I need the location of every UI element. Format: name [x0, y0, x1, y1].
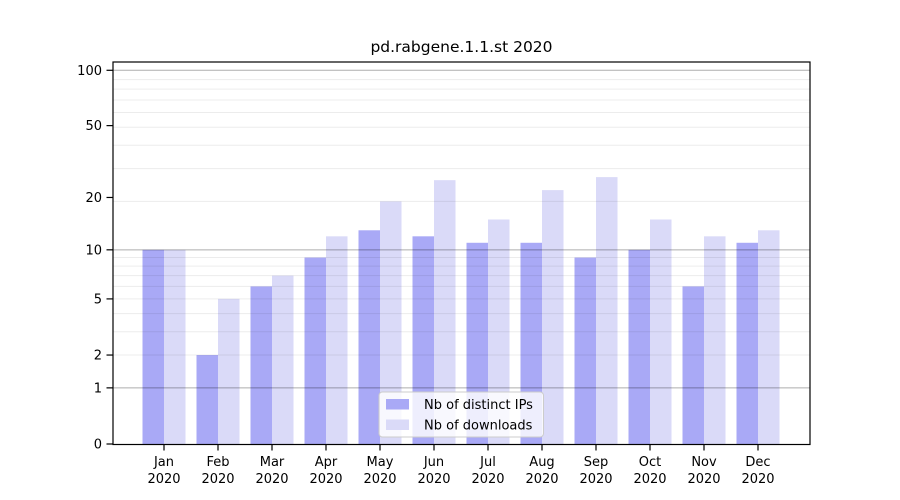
x-tick-label-month-mar: Mar: [260, 455, 285, 470]
axes-layer: 1005020105210Jan2020Feb2020Mar2020Apr202…: [77, 64, 774, 487]
y-tick-label-5: 5: [94, 292, 102, 307]
bar-downloads-nov: [704, 236, 726, 444]
bar-distinct-ips-nov: [682, 286, 704, 444]
bar-downloads-jan: [164, 249, 186, 444]
x-tick-label-year-oct: 2020: [633, 472, 666, 487]
y-tick-label-1: 1: [94, 381, 102, 396]
gridlines-layer: [113, 69, 810, 389]
bar-distinct-ips-dec: [736, 242, 758, 444]
legend-swatch-distinct-ips: [386, 399, 409, 410]
x-tick-label-month-jun: Jun: [423, 455, 444, 470]
x-tick-label-year-jan: 2020: [147, 472, 180, 487]
bar-distinct-ips-apr: [304, 257, 326, 444]
x-tick-label-year-mar: 2020: [255, 472, 288, 487]
legend-swatch-downloads: [386, 419, 409, 430]
x-tick-label-month-jul: Jul: [479, 455, 496, 470]
x-tick-label-month-apr: Apr: [315, 455, 338, 470]
x-tick-label-year-may: 2020: [363, 472, 396, 487]
y-tick-label-2: 2: [94, 349, 102, 364]
legend-label-downloads: Nb of downloads: [424, 419, 533, 434]
bar-downloads-jul: [488, 219, 510, 444]
legend-label-distinct-ips: Nb of distinct IPs: [424, 398, 533, 413]
legend: Nb of distinct IPs Nb of downloads: [378, 391, 544, 438]
bar-downloads-dec: [758, 230, 780, 444]
x-tick-label-year-jul: 2020: [471, 472, 504, 487]
x-tick-label-month-feb: Feb: [206, 455, 229, 470]
x-tick-label-month-jan: Jan: [153, 455, 174, 470]
x-tick-label-year-apr: 2020: [309, 472, 342, 487]
bar-distinct-ips-oct: [628, 249, 650, 444]
x-tick-label-month-dec: Dec: [745, 455, 770, 470]
x-tick-label-year-feb: 2020: [201, 472, 234, 487]
x-tick-label-month-oct: Oct: [639, 455, 661, 470]
bar-distinct-ips-jan: [142, 249, 164, 444]
y-tick-label-20: 20: [85, 191, 102, 206]
x-tick-label-month-aug: Aug: [529, 455, 554, 470]
bar-downloads-aug: [542, 190, 564, 444]
y-tick-label-0: 0: [94, 438, 102, 453]
x-tick-label-year-sep: 2020: [579, 472, 612, 487]
bar-distinct-ips-feb: [196, 355, 218, 444]
y-tick-label-10: 10: [85, 243, 102, 258]
bar-downloads-apr: [326, 236, 348, 444]
x-tick-label-year-nov: 2020: [687, 472, 720, 487]
x-tick-label-month-nov: Nov: [691, 455, 717, 470]
x-tick-label-month-sep: Sep: [584, 455, 609, 470]
bar-distinct-ips-may: [358, 230, 380, 444]
bar-downloads-may: [380, 201, 402, 444]
legend-box: [378, 391, 544, 438]
x-tick-label-year-aug: 2020: [525, 472, 558, 487]
bar-downloads-sep: [596, 177, 618, 444]
chart-title: pd.rabgene.1.1.st 2020: [370, 38, 552, 56]
plot-border: [112, 61, 811, 446]
bar-distinct-ips-mar: [250, 286, 272, 444]
y-tick-label-100: 100: [77, 64, 102, 79]
x-tick-label-month-may: May: [367, 455, 394, 470]
bar-downloads-jun: [434, 180, 456, 444]
bar-downloads-oct: [650, 219, 672, 444]
x-tick-label-year-dec: 2020: [741, 472, 774, 487]
bar-distinct-ips-sep: [574, 257, 596, 444]
bar-downloads-mar: [272, 275, 294, 444]
bar-downloads-feb: [218, 298, 240, 444]
x-tick-label-year-jun: 2020: [417, 472, 450, 487]
y-tick-label-50: 50: [85, 119, 102, 134]
